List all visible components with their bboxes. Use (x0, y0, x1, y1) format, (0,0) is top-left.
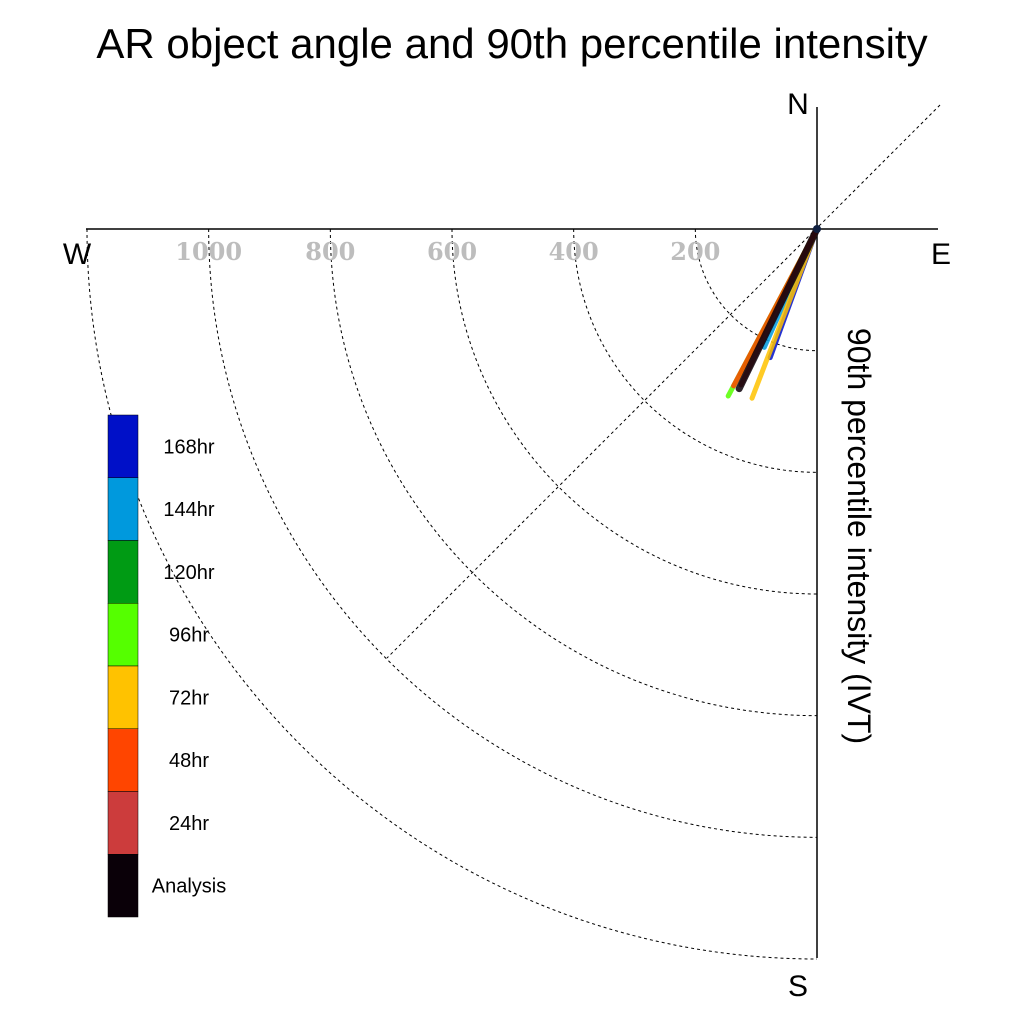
legend-label-96hr: 96hr (169, 625, 209, 647)
tick-label-400: 400 (549, 237, 599, 266)
legend-label-144hr: 144hr (163, 499, 214, 521)
y-axis-label: 90th percentile intensity (IVT) (841, 328, 877, 744)
legend-label-analysis: Analysis (152, 876, 226, 898)
compass-east: E (931, 238, 951, 271)
legend-label-48hr: 48hr (169, 750, 209, 772)
chart-title: AR object angle and 90th percentile inte… (96, 20, 927, 67)
legend-label-120hr: 120hr (163, 562, 214, 584)
tick-label-600: 600 (427, 237, 477, 266)
range-ring-200 (694, 228, 818, 352)
legend-swatch-analysis (107, 854, 139, 918)
legend: 168hr 144hr 120hr 96hr 72hr 48hr 24hr Analysis (107, 414, 226, 918)
compass-north: N (787, 88, 809, 121)
legend-swatch-72hr (107, 665, 139, 729)
compass-south: S (788, 970, 808, 1003)
origin-dot (813, 225, 821, 233)
tick-label-200: 200 (670, 237, 720, 266)
legend-label-168hr: 168hr (163, 436, 214, 458)
legend-swatch-24hr (107, 791, 139, 855)
diagonal-reference-line (386, 104, 941, 659)
legend-swatch-144hr (107, 477, 139, 541)
range-rings (86, 228, 818, 960)
vectors (725, 225, 821, 401)
vector-analysis (735, 225, 821, 393)
range-ring-1000 (208, 228, 818, 838)
range-ring-400 (573, 228, 818, 473)
legend-swatch-168hr (107, 414, 139, 478)
legend-swatch-120hr (107, 540, 139, 604)
range-ring-600 (451, 228, 818, 595)
compass-west: W (63, 238, 92, 271)
legend-label-24hr: 24hr (169, 813, 209, 835)
range-ring-800 (329, 228, 818, 717)
tick-labels: 200 400 600 800 1000 (175, 237, 720, 266)
range-ring-1200 (86, 228, 818, 960)
legend-swatch-48hr (107, 728, 139, 792)
legend-label-72hr: 72hr (169, 687, 209, 709)
legend-swatch-96hr (107, 603, 139, 667)
tick-label-800: 800 (305, 237, 355, 266)
tick-label-1000: 1000 (175, 237, 242, 266)
